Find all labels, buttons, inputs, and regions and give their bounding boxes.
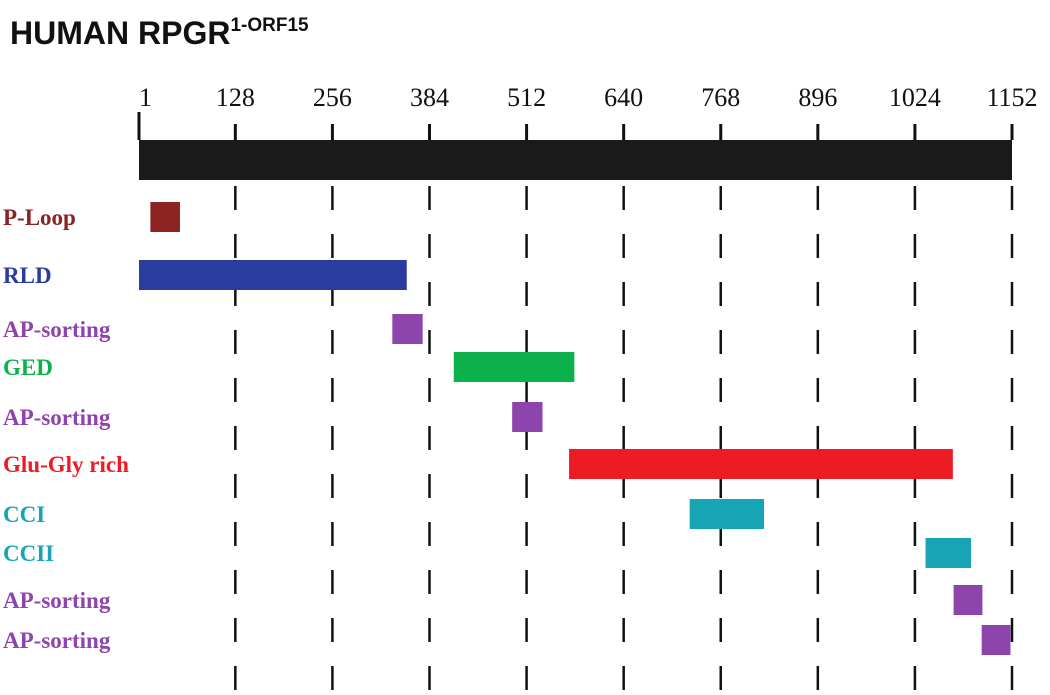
domain-bar [689, 499, 764, 529]
domain-bar [981, 625, 1011, 655]
domain-label: AP-sorting [3, 405, 111, 430]
domain-bar [925, 538, 972, 568]
axis-tick-label: 640 [604, 83, 643, 112]
domain-label: P-Loop [3, 205, 76, 230]
domain-label: AP-sorting [3, 317, 111, 342]
domain-label: GED [3, 355, 53, 380]
domain-bar [150, 202, 180, 232]
axis-tick-label: 512 [507, 83, 546, 112]
domain-bar [512, 402, 543, 432]
domain-bar [139, 260, 407, 290]
axis-tick-label: 1 [139, 83, 152, 112]
domain-label: CCI [3, 502, 45, 527]
axis-tick-label: 384 [410, 83, 449, 112]
diagram-title: HUMAN RPGR1-ORF15 [10, 15, 309, 51]
gridlines [234, 186, 1014, 693]
axis-markers [137, 112, 1014, 140]
domain-label: AP-sorting [3, 588, 111, 613]
domain-label: AP-sorting [3, 628, 111, 653]
domain-labels: P-Loop RLD AP-sorting GED AP-sorting Glu-Gly … [3, 205, 129, 653]
title-superscript: 1-ORF15 [230, 15, 309, 36]
axis-tick-label: 256 [313, 83, 352, 112]
domain-bars [139, 202, 1011, 655]
domain-bar [392, 314, 423, 344]
axis-tick-label: 896 [798, 83, 837, 112]
title-main: HUMAN RPGR [10, 15, 230, 51]
domain-label: CCII [3, 541, 54, 566]
axis-tick-label: 768 [701, 83, 740, 112]
axis-tick-label: 1024 [889, 83, 941, 112]
domain-bar [453, 352, 575, 382]
axis-tick-label: 1152 [986, 83, 1037, 112]
domain-bar [569, 449, 953, 479]
protein-bar [139, 140, 1012, 180]
axis-tick-label: 128 [216, 83, 255, 112]
domain-bar [953, 585, 983, 615]
domain-label: RLD [3, 263, 52, 288]
axis-tick-labels: 1 128 256 384 512 640 768 896 1024 1152 [139, 83, 1038, 112]
domain-label: Glu-Gly rich [3, 452, 129, 477]
